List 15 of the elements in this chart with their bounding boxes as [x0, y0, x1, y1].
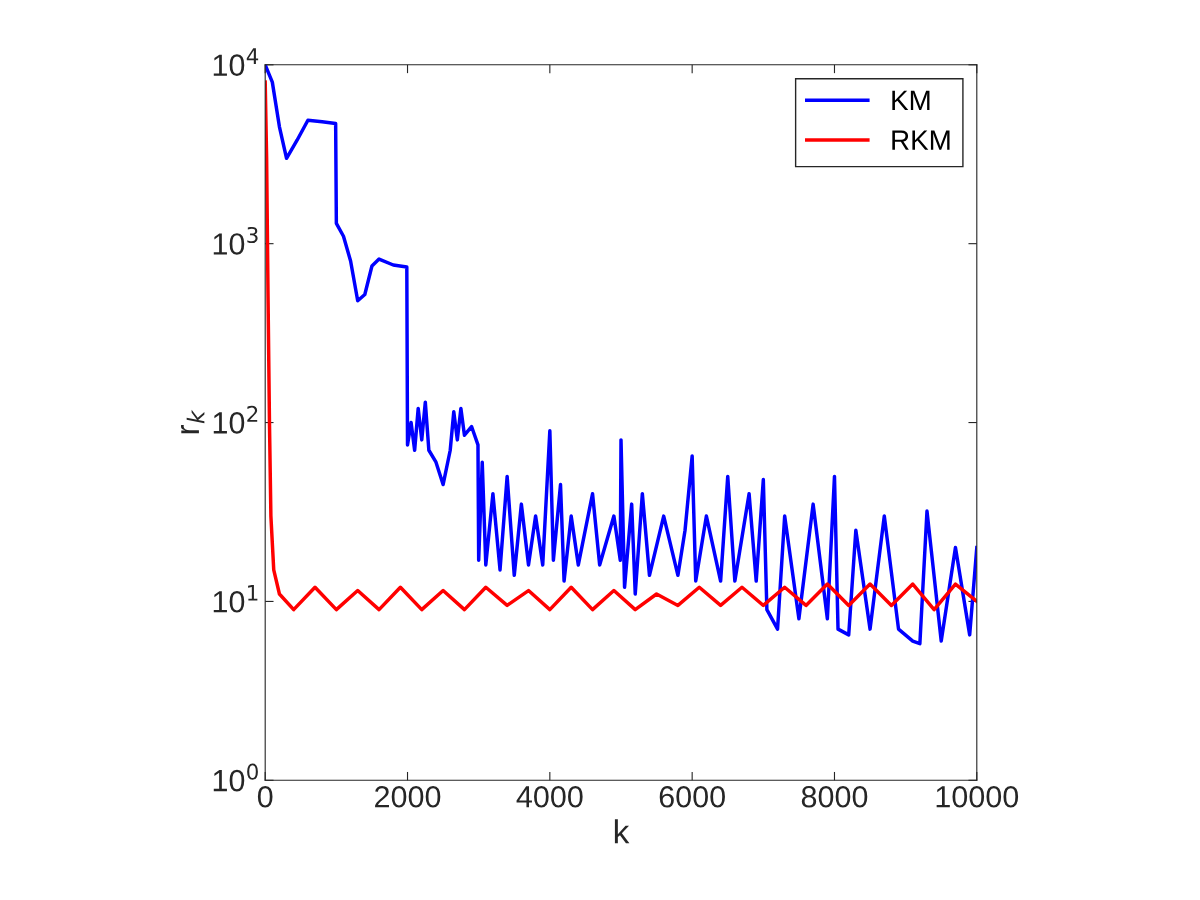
y-tick-label: 10$^{0}$	[213, 763, 258, 792]
y-axis-title: r$_{k}$	[180, 409, 205, 434]
legend-label: RKM	[892, 130, 950, 150]
y-tick-label: 10$^{1}$	[213, 585, 258, 613]
legend-label: KM	[892, 90, 930, 110]
x-axis-title: k	[614, 819, 630, 844]
y-tick-label: 10$^{4}$	[213, 48, 259, 76]
x-tick-label: 2000	[375, 785, 441, 808]
y-tick-label: 10$^{3}$	[213, 226, 258, 255]
x-tick-label: 8000	[801, 785, 868, 808]
y-tick-label: 10$^{2}$	[213, 405, 258, 434]
x-tick-label: 0	[257, 785, 273, 808]
x-tick-label: 4000	[516, 785, 583, 808]
x-tick-label: 10000	[936, 785, 1019, 808]
x-tick-label: 6000	[659, 785, 725, 808]
